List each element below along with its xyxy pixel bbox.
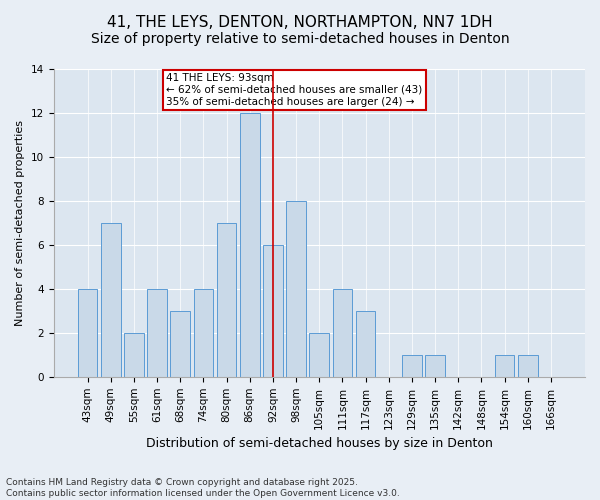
Bar xyxy=(356,311,376,377)
Bar xyxy=(124,333,144,377)
Bar xyxy=(194,289,213,377)
Y-axis label: Number of semi-detached properties: Number of semi-detached properties xyxy=(15,120,25,326)
Bar xyxy=(77,289,97,377)
Text: 41 THE LEYS: 93sqm
← 62% of semi-detached houses are smaller (43)
35% of semi-de: 41 THE LEYS: 93sqm ← 62% of semi-detache… xyxy=(166,74,422,106)
Bar xyxy=(518,355,538,377)
Bar xyxy=(332,289,352,377)
Text: 41, THE LEYS, DENTON, NORTHAMPTON, NN7 1DH: 41, THE LEYS, DENTON, NORTHAMPTON, NN7 1… xyxy=(107,15,493,30)
Text: Contains HM Land Registry data © Crown copyright and database right 2025.
Contai: Contains HM Land Registry data © Crown c… xyxy=(6,478,400,498)
Bar xyxy=(425,355,445,377)
Bar xyxy=(402,355,422,377)
Bar xyxy=(495,355,514,377)
X-axis label: Distribution of semi-detached houses by size in Denton: Distribution of semi-detached houses by … xyxy=(146,437,493,450)
Bar xyxy=(263,245,283,377)
Bar xyxy=(310,333,329,377)
Bar xyxy=(101,223,121,377)
Bar xyxy=(170,311,190,377)
Text: Size of property relative to semi-detached houses in Denton: Size of property relative to semi-detach… xyxy=(91,32,509,46)
Bar xyxy=(147,289,167,377)
Bar xyxy=(286,201,306,377)
Bar xyxy=(217,223,236,377)
Bar xyxy=(240,113,260,377)
